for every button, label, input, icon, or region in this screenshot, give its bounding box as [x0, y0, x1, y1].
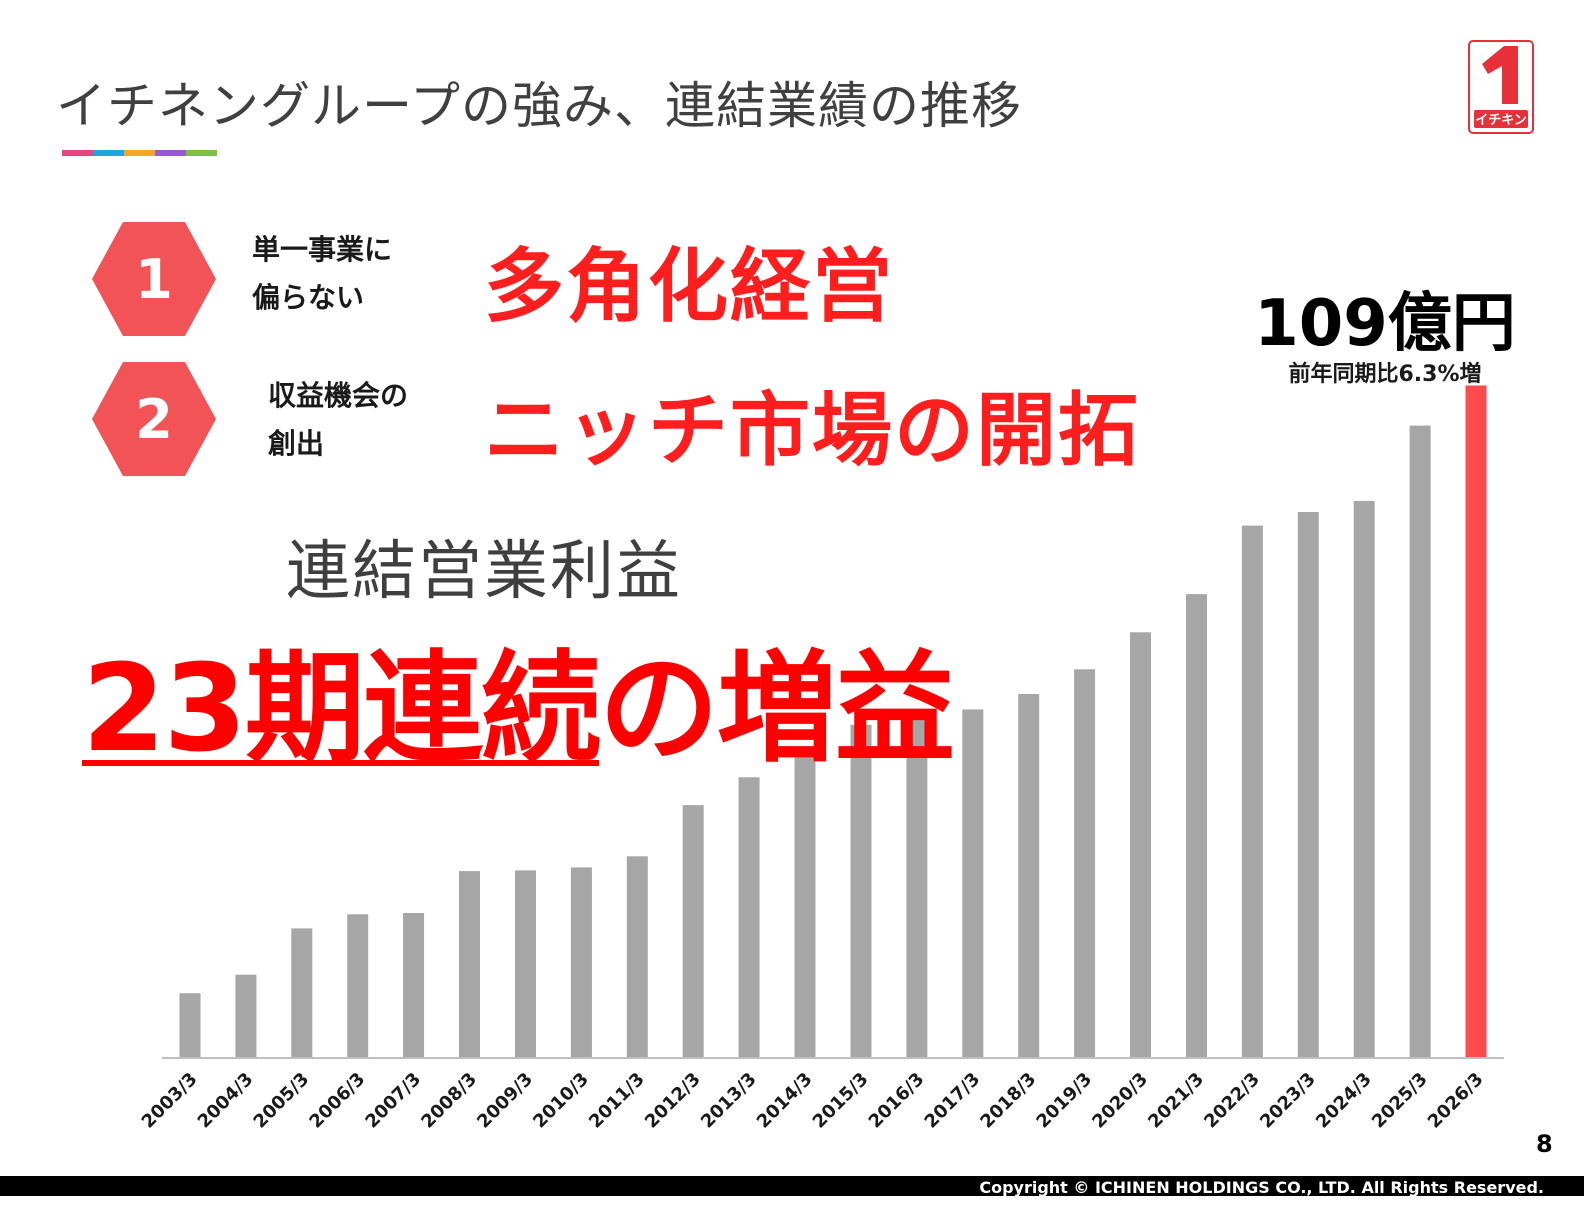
bar-2005-3: [291, 928, 313, 1058]
copyright-text: Copyright © ICHINEN HOLDINGS CO., LTD. A…: [979, 1178, 1544, 1196]
strength-2-label: 収益機会の 創出: [268, 372, 408, 468]
x-tick-label: 2005/3: [250, 1069, 314, 1133]
strength-2-number: 2: [135, 387, 173, 451]
bar-2023-3: [1297, 512, 1319, 1058]
accent-segment: [62, 150, 93, 156]
x-tick-label: 2006/3: [305, 1069, 369, 1133]
headline-underlined: 23期連続: [82, 640, 601, 779]
x-tick-label: 2023/3: [1256, 1069, 1320, 1133]
bar-2019-3: [1074, 669, 1096, 1058]
x-tick-label: 2012/3: [641, 1069, 705, 1133]
x-tick-label: 2009/3: [473, 1069, 537, 1133]
x-tick-label: 2026/3: [1424, 1069, 1488, 1133]
bar-2020-3: [1130, 632, 1151, 1058]
x-tick-label: 2003/3: [138, 1069, 202, 1133]
bar-2010-3: [570, 867, 592, 1058]
strength-1-number: 1: [135, 247, 173, 311]
x-tick-label: 2025/3: [1368, 1069, 1432, 1133]
bar-2018-3: [1018, 694, 1040, 1058]
x-tick-label: 2015/3: [809, 1069, 873, 1133]
strength-2-headline: ニッチ市場の開拓: [484, 384, 1140, 477]
logo-text: イチキン: [1475, 113, 1527, 128]
x-tick-label: 2024/3: [1312, 1069, 1376, 1133]
company-logo: イチキン: [1468, 40, 1534, 134]
bar-2026-3: [1465, 385, 1487, 1058]
x-tick-label: 2010/3: [529, 1069, 593, 1133]
bar-2025-3: [1409, 425, 1431, 1059]
bar-2009-3: [515, 870, 536, 1058]
x-tick-label: 2004/3: [194, 1069, 258, 1133]
footer-bar: Copyright © ICHINEN HOLDINGS CO., LTD. A…: [0, 1176, 1584, 1196]
bar-2021-3: [1186, 594, 1207, 1058]
x-tick-label: 2013/3: [697, 1069, 761, 1133]
bar-2016-3: [906, 718, 928, 1058]
x-tick-label: 2007/3: [361, 1069, 425, 1133]
bar-2008-3: [459, 871, 480, 1058]
title-accent-bar: [62, 150, 217, 156]
x-tick-label: 2017/3: [921, 1069, 985, 1133]
bar-2006-3: [347, 914, 369, 1058]
bar-2004-3: [235, 974, 257, 1058]
bar-2012-3: [682, 805, 704, 1058]
strength-1-headline: 多角化経営: [484, 240, 894, 333]
x-tick-label: 2021/3: [1144, 1069, 1208, 1133]
latest-value-note: 前年同期比6.3%増: [1288, 362, 1482, 387]
strength-1-label-line: 単一事業に: [252, 233, 393, 266]
chart-subtitle: 連結営業利益: [286, 535, 682, 609]
bar-2007-3: [403, 913, 425, 1058]
x-tick-label: 2016/3: [865, 1069, 929, 1133]
headline-rest: の増益: [599, 640, 955, 779]
x-tick-label: 2011/3: [585, 1069, 649, 1133]
bar-2011-3: [626, 856, 648, 1058]
accent-segment: [155, 150, 186, 156]
accent-segment: [186, 150, 217, 156]
x-tick-label: 2019/3: [1032, 1069, 1096, 1133]
accent-segment: [124, 150, 155, 156]
x-tick-label: 2020/3: [1088, 1069, 1152, 1133]
strength-2-badge: 2: [92, 362, 216, 476]
page-title: イチネングループの強み、連結業績の推移: [56, 77, 1022, 135]
bar-2014-3: [794, 746, 816, 1058]
strength-2-label-line: 創出: [268, 427, 325, 460]
headline: 23期連続の増益: [82, 640, 955, 780]
bar-2003-3: [179, 993, 201, 1058]
strength-1-label: 単一事業に 偏らない: [252, 226, 392, 322]
strength-2-label-line: 収益機会の: [268, 379, 409, 412]
x-tick-label: 2018/3: [976, 1069, 1040, 1133]
bar-2022-3: [1241, 525, 1263, 1058]
strength-1-label-line: 偏らない: [252, 281, 365, 314]
bar-2013-3: [738, 777, 760, 1058]
latest-value: 109億円: [1254, 287, 1516, 361]
bar-2024-3: [1353, 500, 1375, 1058]
bar-2017-3: [962, 709, 984, 1058]
bar-2015-3: [850, 724, 872, 1058]
page-number: 8: [1536, 1130, 1553, 1158]
x-tick-label: 2022/3: [1200, 1069, 1264, 1133]
x-tick-label: 2014/3: [753, 1069, 817, 1133]
x-tick-label: 2008/3: [417, 1069, 481, 1133]
accent-segment: [93, 150, 124, 156]
strength-1-badge: 1: [92, 222, 216, 336]
